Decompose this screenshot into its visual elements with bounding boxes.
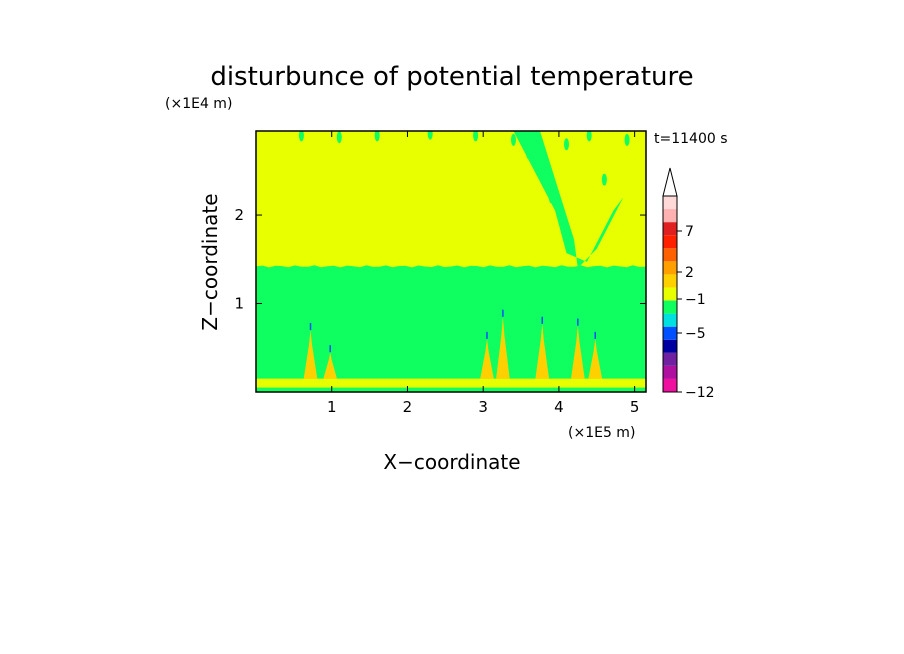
colorbar-swatch <box>663 287 677 301</box>
colorbar-swatch <box>663 222 677 236</box>
colorbar-label: −1 <box>685 292 706 308</box>
colorbar-label: 2 <box>685 265 694 281</box>
x-axis: 1 2 3 4 5 <box>327 131 639 416</box>
colorbar-swatch <box>663 235 677 249</box>
speckle <box>526 147 532 160</box>
x-tick-label: 4 <box>554 398 564 416</box>
colorbar-label: −12 <box>685 385 715 401</box>
plume <box>588 338 603 379</box>
x-tick-label: 1 <box>327 398 337 416</box>
colorbar-swatch <box>663 352 677 366</box>
speckle <box>548 191 554 204</box>
plume <box>323 352 337 379</box>
speckle <box>541 164 547 177</box>
colorbar-swatch <box>663 248 677 262</box>
speckle <box>601 173 607 186</box>
chart-title: disturbunce of potential temperature <box>210 62 693 92</box>
colorbar-swatch <box>663 313 677 327</box>
x-tick-label: 5 <box>630 398 640 416</box>
y-tick-label: 2 <box>234 206 244 224</box>
time-label: t=11400 s <box>654 131 728 147</box>
x-tick-label: 2 <box>403 398 413 416</box>
plume <box>535 323 550 379</box>
speckle <box>427 131 433 140</box>
colorbar-swatch <box>663 326 677 340</box>
colorbar-swatch <box>663 196 677 210</box>
colorbar: 7 2 −1 −5 −12 <box>662 167 715 401</box>
colorbar-swatch <box>663 274 677 288</box>
x-unit-label: (×1E5 m) <box>568 425 635 441</box>
y-unit-label: (×1E4 m) <box>165 96 232 112</box>
speckle <box>473 131 479 142</box>
plot-area <box>256 131 646 392</box>
speckle <box>510 133 516 146</box>
colorbar-swatch <box>663 378 677 392</box>
colorbar-swatch <box>663 209 677 223</box>
plume <box>496 316 510 379</box>
x-tick-label: 3 <box>478 398 488 416</box>
colorbar-swatch <box>663 261 677 275</box>
colorbar-label: 7 <box>685 224 694 240</box>
x-axis-label: X−coordinate <box>383 450 520 474</box>
colorbar-swatch <box>663 339 677 353</box>
speckle <box>298 131 304 142</box>
plume <box>303 330 318 379</box>
upper-wedge <box>513 131 624 269</box>
colorbar-swatch <box>663 300 677 314</box>
y-tick-label: 1 <box>234 295 244 313</box>
speckle <box>624 133 630 146</box>
colorbar-extend <box>662 167 678 197</box>
plume <box>480 338 494 379</box>
colorbar-label: −5 <box>685 326 706 342</box>
speckle <box>563 138 569 151</box>
speckle <box>336 131 342 144</box>
y-axis-label: Z−coordinate <box>198 193 222 330</box>
plume <box>571 325 585 379</box>
speckle <box>586 131 592 142</box>
green-band <box>256 265 646 379</box>
speckle <box>374 131 380 142</box>
surface-layer <box>256 378 646 388</box>
y-axis: 12 <box>234 206 646 313</box>
colorbar-swatch <box>663 365 677 379</box>
plot-frame <box>255 130 647 393</box>
ground-strip <box>256 387 646 392</box>
